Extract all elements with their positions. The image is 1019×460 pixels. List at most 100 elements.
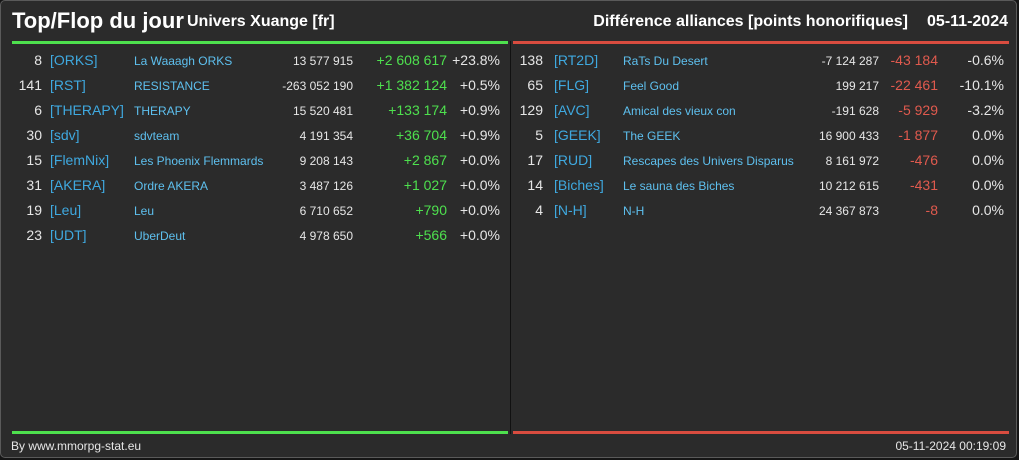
alliance-name-link[interactable]: RESISTANCE [134,79,210,93]
alliance-tag-link[interactable]: [FlemNix] [50,152,110,168]
alliance-percent-change: +0.0% [459,202,500,218]
alliance-rank: 17 [527,152,543,168]
alliance-points-diff: -476 [909,152,938,168]
alliance-row: 6 [THERAPY] THERAPY 15 520 481 +133 174 +0.9% [12,99,508,124]
alliance-total-points: -263 052 190 [282,79,353,93]
alliance-row: 8 [ORKS] La Waaagh ORKS 13 577 915 +2 608 61… [12,49,508,74]
column-divider [510,41,511,434]
alliance-percent-change: +0.0% [459,227,500,243]
alliance-points-diff: -5 929 [898,102,938,118]
alliance-total-points: -7 124 287 [821,54,879,68]
alliance-tag-link[interactable]: [Leu] [50,202,82,218]
alliance-points-diff: -22 461 [890,77,938,93]
alliance-row: 4 [N-H] N-H 24 367 873 -8 0.0% [513,199,1009,224]
alliance-tag-link[interactable]: [ORKS] [50,52,98,68]
alliance-rank: 15 [26,152,42,168]
alliance-name-link[interactable]: The GEEK [623,129,681,143]
alliance-points-diff: +1 027 [403,177,447,193]
alliance-row: 31 [AKERA] Ordre AKERA 3 487 126 +1 027 +0.0% [12,174,508,199]
alliance-rank: 8 [34,52,42,68]
alliance-tag-link[interactable]: [AVC] [554,102,590,118]
alliance-rank: 19 [26,202,42,218]
alliance-tag-link[interactable]: [RUD] [554,152,593,168]
alliance-tag-link[interactable]: [N-H] [554,202,587,218]
alliance-total-points: 6 710 652 [299,204,353,218]
alliance-rank: 30 [26,127,42,143]
footer-timestamp: 05-11-2024 00:19:09 [895,439,1006,453]
alliance-row: 17 [RUD] Rescapes des Univers Disparus 8 16… [513,149,1009,174]
alliance-rank: 141 [18,77,42,93]
alliance-rank: 6 [34,102,42,118]
alliance-name-link[interactable]: UberDeut [134,229,186,243]
alliance-row: 23 [UDT] UberDeut 4 978 650 +566 +0.0% [12,224,508,249]
alliance-total-points: 4 191 354 [299,129,353,143]
alliance-name-link[interactable]: THERAPY [134,104,191,118]
alliance-name-link[interactable]: Le sauna des Biches [623,179,735,193]
alliance-name-link[interactable]: Rescapes des Univers Disparus [623,154,794,168]
alliance-tag-link[interactable]: [FLG] [554,77,590,93]
alliance-rank: 65 [527,77,543,93]
alliance-row: 141 [RST] RESISTANCE -263 052 190 +1 382 124… [12,74,508,99]
flop-alliances-list: 138 [RT2D] RaTs Du Desert -7 124 287 -43 184… [513,49,1009,224]
alliance-rank: 129 [519,102,543,118]
alliance-points-diff: -8 [925,202,938,218]
alliance-points-diff: +790 [415,202,447,218]
alliance-rank: 138 [519,52,543,68]
footer-credit: By www.mmorpg-stat.eu [11,439,142,453]
alliance-points-diff: +2 867 [403,152,447,168]
alliance-percent-change: 0.0% [972,177,1004,193]
top-footer-divider [12,431,508,434]
alliance-percent-change: +0.9% [459,102,500,118]
alliance-name-link[interactable]: N-H [623,204,645,218]
alliance-points-diff: -43 184 [890,52,938,68]
alliance-percent-change: +0.0% [459,177,500,193]
alliance-row: 19 [Leu] Leu 6 710 652 +790 +0.0% [12,199,508,224]
alliance-total-points: 199 217 [835,79,879,93]
flop-footer-divider [513,431,1009,434]
alliance-points-diff: +36 704 [396,127,447,143]
alliance-points-diff: +1 382 124 [376,77,447,93]
alliance-points-diff: -1 877 [898,127,938,143]
alliance-tag-link[interactable]: [sdv] [50,127,80,143]
alliance-tag-link[interactable]: [Biches] [554,177,604,193]
alliance-name-link[interactable]: Ordre AKERA [134,179,209,193]
alliance-tag-link[interactable]: [GEEK] [554,127,601,143]
alliance-points-diff: +2 608 617 [376,52,447,68]
alliance-tag-link[interactable]: [RT2D] [554,52,599,68]
alliance-rank: 14 [527,177,543,193]
alliance-percent-change: 0.0% [972,202,1004,218]
alliance-total-points: 16 900 433 [818,129,879,143]
alliance-total-points: 8 161 972 [825,154,879,168]
alliance-name-link[interactable]: Amical des vieux con [623,104,736,118]
alliance-percent-change: -3.2% [967,102,1004,118]
alliance-name-link[interactable]: RaTs Du Desert [623,54,708,68]
alliance-row: 129 [AVC] Amical des vieux con -191 628 -5 9… [513,99,1009,124]
alliance-tag-link[interactable]: [AKERA] [50,177,106,193]
alliance-total-points: 24 367 873 [818,204,879,218]
top-alliances-list: 8 [ORKS] La Waaagh ORKS 13 577 915 +2 608 61… [12,49,508,249]
alliance-rank: 23 [26,227,42,243]
alliance-name-link[interactable]: Feel Good [623,79,680,93]
alliance-row: 138 [RT2D] RaTs Du Desert -7 124 287 -43 184… [513,49,1009,74]
alliance-percent-change: 0.0% [972,127,1004,143]
alliance-total-points: -191 628 [831,104,879,118]
alliance-percent-change: -0.6% [967,52,1004,68]
header: Top/Flop du jour Univers Xuange [fr] Dif… [1,1,1016,41]
alliance-name-link[interactable]: Leu [134,204,155,218]
alliance-percent-change: -10.1% [959,77,1004,93]
alliance-tag-link[interactable]: [THERAPY] [50,102,124,118]
alliance-tag-link[interactable]: [RST] [50,77,86,93]
alliance-total-points: 4 978 650 [299,229,353,243]
alliance-name-link[interactable]: sdvteam [134,129,180,143]
alliance-name-link[interactable]: Les Phoenix Flemmards [134,154,264,168]
alliance-points-diff: +566 [415,227,447,243]
alliance-total-points: 3 487 126 [299,179,353,193]
alliance-percent-change: +0.0% [459,152,500,168]
alliance-tag-link[interactable]: [UDT] [50,227,87,243]
alliance-points-diff: -431 [909,177,938,193]
alliance-points-diff: +133 174 [388,102,447,118]
top-divider [12,41,508,44]
alliance-rank: 4 [535,202,543,218]
alliance-name-link[interactable]: La Waaagh ORKS [134,54,233,68]
